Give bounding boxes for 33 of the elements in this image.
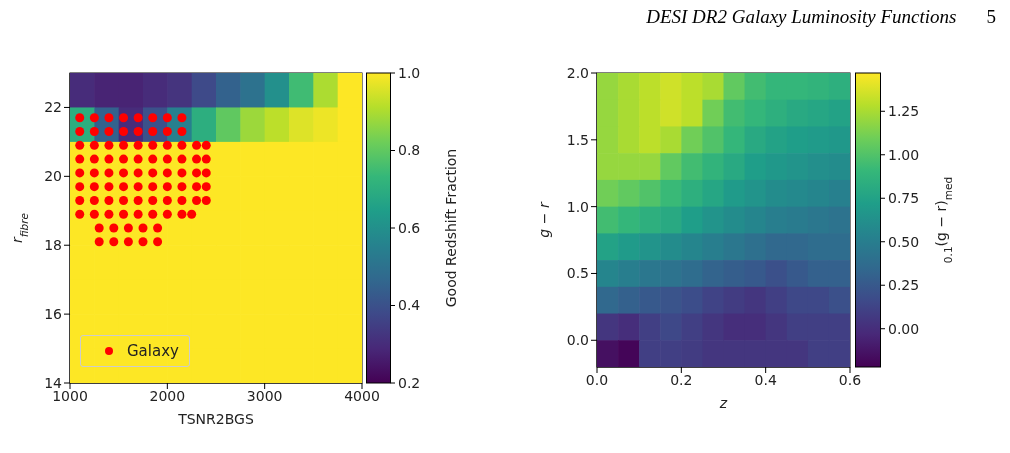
text: 5 xyxy=(986,6,996,28)
x-tick-label: 0.2 xyxy=(670,371,693,388)
y-tick-label: 2.0 xyxy=(566,64,589,81)
y-tick-label: 16 xyxy=(44,306,63,323)
y-tick-label: 18 xyxy=(44,237,62,254)
x-axis-title: TSNR2BGS xyxy=(177,411,254,427)
x-tick-label: 0.4 xyxy=(754,371,777,388)
color-bar-label: 0.6 xyxy=(398,219,421,236)
x-tick-label: 3000 xyxy=(246,387,283,404)
y-tick-label: 1.0 xyxy=(566,198,589,215)
y-tick-label: 1.5 xyxy=(566,131,589,148)
color-bar-label: 0.8 xyxy=(398,142,421,159)
legend-label: Galaxy xyxy=(127,342,179,360)
y-tick-label: 20 xyxy=(44,168,62,185)
y-axis-title: g − r xyxy=(536,201,552,238)
color-bar-label: 0.4 xyxy=(398,297,421,314)
x-axis-title: z xyxy=(718,395,728,411)
color-bar-label: 0.50 xyxy=(888,233,920,250)
y-tick-label: 0.5 xyxy=(566,265,589,282)
x-tick-label: 4000 xyxy=(344,387,380,404)
color-bar-label: 1.00 xyxy=(888,146,920,163)
x-tick-label: 2000 xyxy=(149,387,186,404)
x-tick-label: 0.6 xyxy=(838,371,862,388)
x-tick-label: 0.0 xyxy=(585,371,609,388)
color-bar-title: Good Redshift Fraction xyxy=(443,148,459,308)
text: DESI DR2 Galaxy Luminosity Functions xyxy=(646,6,957,28)
color-bar-label: 1.0 xyxy=(398,64,421,81)
color-bar-label: 0.00 xyxy=(888,320,920,337)
color-bar-label: 0.25 xyxy=(888,277,920,294)
color-bar-label: 0.75 xyxy=(888,190,920,207)
y-tick-label: 0.0 xyxy=(566,332,589,349)
color-bar-label: 1.25 xyxy=(888,103,920,120)
y-tick-label: 22 xyxy=(44,99,62,116)
